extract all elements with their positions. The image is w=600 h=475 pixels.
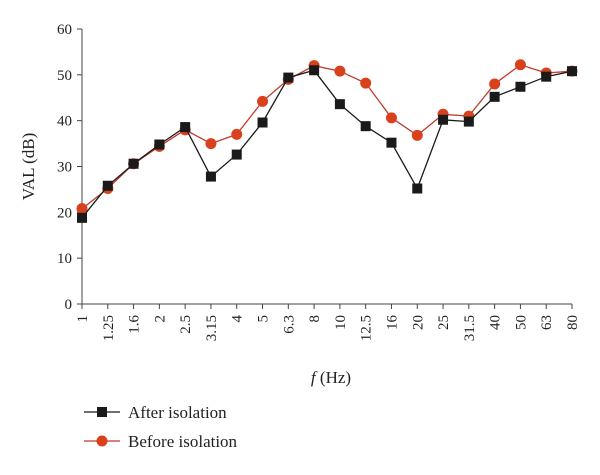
x-tick-label: 2 <box>152 315 168 323</box>
x-tick-label: 10 <box>333 315 349 330</box>
data-point-square <box>463 116 474 127</box>
data-point-square <box>283 72 294 83</box>
y-tick-label: 60 <box>57 22 72 38</box>
data-point-circle <box>360 77 372 89</box>
x-tick-label: 50 <box>513 315 529 330</box>
data-point-square <box>102 180 113 191</box>
x-tick-label: 12.5 <box>359 315 375 341</box>
legend-square-marker <box>97 407 107 417</box>
data-point-circle <box>489 78 501 90</box>
legend-item-before-isolation: Before isolation <box>84 432 238 451</box>
x-tick-label: 1.6 <box>127 315 143 334</box>
y-axis-label: VAL (dB) <box>19 133 38 201</box>
x-tick-label: 8 <box>307 315 323 323</box>
data-point-square <box>205 171 216 182</box>
data-point-square <box>231 149 242 160</box>
x-tick-label: 2.5 <box>178 315 194 334</box>
x-tick-label: 40 <box>488 315 504 330</box>
x-tick-label: 63 <box>539 315 555 330</box>
y-tick-label: 20 <box>57 205 72 221</box>
x-axis-label-unit: (Hz) <box>316 368 351 387</box>
x-tick-label: 25 <box>436 315 452 330</box>
data-point-square <box>309 65 320 76</box>
data-point-square <box>489 91 500 102</box>
data-point-square <box>334 99 345 110</box>
x-tick-label: 80 <box>565 315 581 330</box>
legend-circle-marker <box>96 435 108 447</box>
x-tick-label: 3.15 <box>204 315 220 341</box>
y-tick-label: 30 <box>57 160 72 176</box>
x-tick-label: 16 <box>384 315 400 331</box>
data-point-square <box>360 121 371 132</box>
data-point-circle <box>257 95 269 107</box>
legend-label: Before isolation <box>128 432 238 451</box>
data-point-square <box>438 114 449 125</box>
data-point-circle <box>334 65 346 77</box>
data-point-circle <box>514 59 526 71</box>
data-point-square <box>77 212 87 223</box>
data-point-square <box>257 117 268 128</box>
x-tick-label: 4 <box>230 315 246 323</box>
legend: After isolation Before isolation <box>84 403 238 451</box>
x-axis-label-variable: f <box>311 368 318 387</box>
x-tick-label: 31.5 <box>462 315 478 341</box>
x-tick-label: 20 <box>410 315 426 330</box>
series-after-isolation <box>77 65 577 223</box>
data-point-circle <box>385 112 397 124</box>
y-tick-label: 40 <box>57 114 72 130</box>
data-point-square <box>154 139 165 150</box>
data-point-square <box>386 137 397 148</box>
y-tick-label: 10 <box>57 251 72 267</box>
y-tick-label: 0 <box>65 297 73 313</box>
data-point-circle <box>411 129 423 141</box>
axes: 0 10 20 30 40 50 60 1 1.25 1.6 2 2.5 3.15 4 5 6.3 8 10 12.… <box>19 22 581 387</box>
data-point-circle <box>205 138 217 150</box>
data-point-circle <box>76 203 88 215</box>
legend-label: After isolation <box>128 403 227 422</box>
series-before-isolation <box>76 59 578 215</box>
y-tick-label: 50 <box>57 68 72 84</box>
data-point-square <box>180 122 191 133</box>
data-point-square <box>412 183 423 194</box>
series-layer <box>76 59 578 223</box>
data-point-square <box>128 158 139 169</box>
legend-item-after-isolation: After isolation <box>84 403 227 422</box>
data-point-square <box>515 81 526 92</box>
x-tick-label: 1.25 <box>101 315 117 341</box>
data-point-square <box>567 66 577 77</box>
x-tick-label: 5 <box>256 315 272 323</box>
x-tick-label: 1 <box>75 315 91 323</box>
data-point-square <box>541 71 552 82</box>
x-axis-label: f (Hz) <box>311 368 351 387</box>
data-point-circle <box>231 128 243 140</box>
x-tick-label: 6.3 <box>281 315 297 334</box>
